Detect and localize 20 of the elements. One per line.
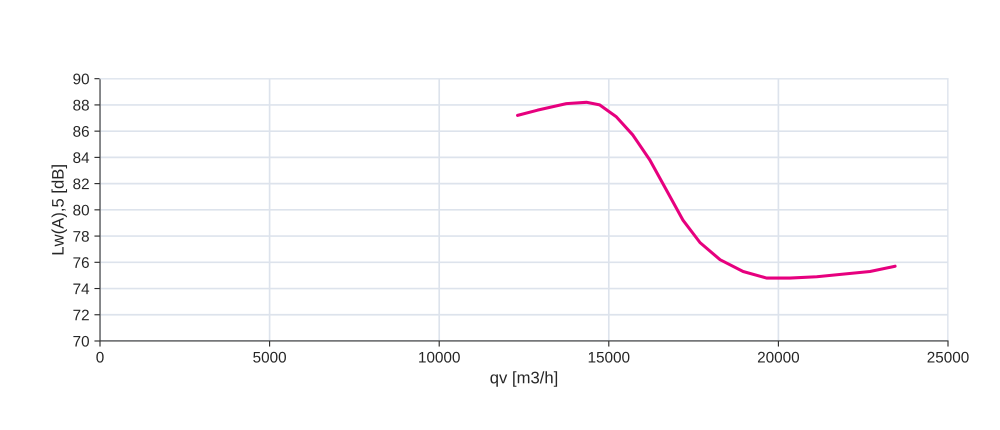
y-tick-label: 74 [73, 284, 90, 294]
y-tick-label: 72 [73, 310, 89, 320]
y-axis-title: Lw(A),5 [dB] [52, 165, 68, 254]
y-tick-label: 88 [73, 100, 89, 111]
x-tick-label: 10000 [419, 352, 460, 363]
y-tick-label: 84 [73, 152, 90, 164]
x-tick-label: 5000 [253, 352, 286, 363]
y-tick-label: 82 [73, 178, 89, 190]
x-tick-label: 0 [96, 352, 104, 363]
line-series [516, 100, 897, 280]
y-tick-label: 86 [73, 126, 89, 137]
x-tick-label: 25000 [928, 352, 969, 363]
y-tick-label: 90 [73, 74, 89, 84]
x-tick-label: 20000 [758, 352, 800, 363]
y-tick-label: 76 [73, 257, 89, 268]
x-tick-label: 15000 [588, 352, 630, 363]
y-tick-label: 80 [73, 204, 89, 216]
y-tick-label: 70 [73, 336, 89, 347]
y-tick-label: 78 [73, 230, 89, 242]
x-axis-title: qv [m3/h] [490, 371, 558, 387]
